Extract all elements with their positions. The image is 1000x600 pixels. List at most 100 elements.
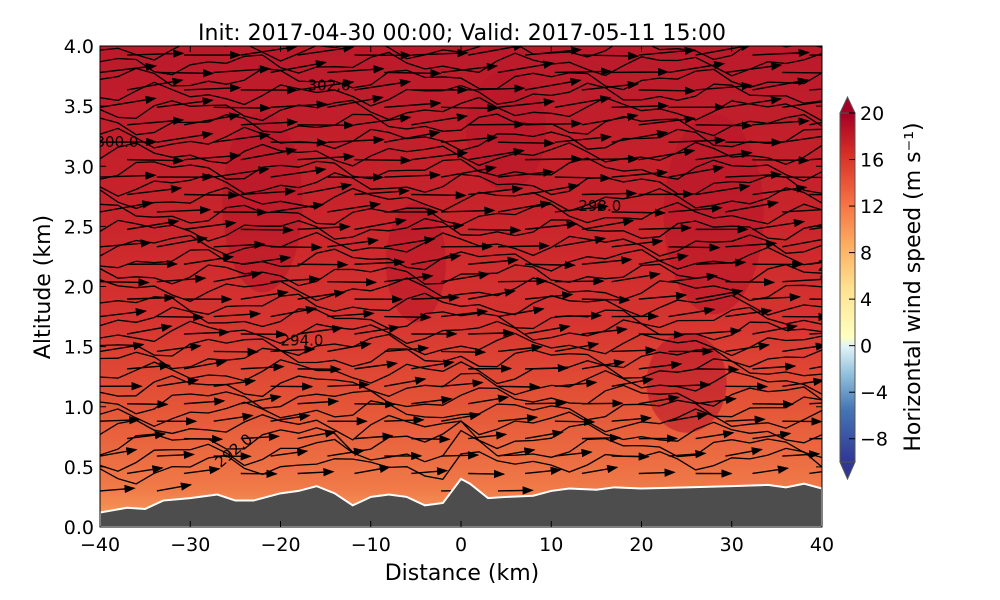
wind-vector-arrow: [327, 201, 382, 213]
wind-vector-arrow: [411, 149, 469, 161]
isentrope-contour: [100, 396, 822, 428]
wind-vector-arrow: [524, 323, 571, 335]
wind-vector-arrow: [127, 116, 185, 126]
wind-vector-arrow: [156, 235, 209, 248]
wind-vector-arrow: [297, 152, 355, 162]
wind-vector-arrow: [668, 204, 723, 213]
wind-vector-arrow: [497, 447, 536, 457]
wind-vector-arrow: [183, 358, 228, 370]
wind-vector-arrow: [468, 148, 525, 161]
wind-vector-arrow: [411, 467, 449, 476]
wind-vector-arrow: [441, 62, 499, 74]
wind-vector-arrow: [468, 256, 519, 265]
wind-vector-arrow: [668, 243, 721, 252]
wind-vector-arrow: [638, 223, 692, 233]
y-tick-label: 2.0: [64, 277, 94, 299]
wind-vector-arrow: [213, 412, 254, 422]
wind-vector-arrow: [183, 112, 241, 126]
wind-vector-arrow: [411, 48, 469, 58]
colorbar-tick-label: −8: [860, 429, 888, 451]
wind-vector-arrow: [126, 218, 180, 231]
wind-vector-arrow: [695, 288, 744, 300]
wind-vector-arrow: [297, 182, 353, 196]
wind-vector-arrow: [327, 278, 378, 287]
wind-vector-arrow: [468, 288, 517, 300]
wind-vector-arrow: [384, 344, 430, 353]
wind-vector-arrow: [611, 452, 650, 461]
wind-maximum-region: [646, 332, 727, 433]
y-tick-label: 0.5: [64, 457, 94, 479]
wind-vector-arrow: [809, 193, 822, 196]
wind-vector-arrow: [384, 376, 427, 387]
wind-vector-arrow: [581, 154, 640, 164]
y-tick-label: 0.0: [64, 517, 94, 539]
wind-vector-arrow: [354, 360, 399, 370]
wind-vector-arrow: [752, 323, 799, 335]
isentrope-contour: [100, 231, 822, 257]
colorbar-tick-label: 16: [860, 150, 884, 172]
colorbar-body: [839, 112, 856, 463]
wind-vector-arrow: [695, 430, 735, 440]
wind-vector-arrow: [468, 431, 508, 440]
wind-vector-arrow: [240, 147, 298, 161]
colorbar: 20 16 12 8 4 0 −4 −8 Horizontal wind speed (m s…: [839, 95, 926, 481]
wind-vector-arrow: [468, 328, 515, 338]
wind-maximum-region: [663, 114, 764, 315]
wind-vector-arrow: [638, 86, 697, 95]
wind-vector-arrow: [497, 486, 534, 495]
wind-vector-arrow: [638, 291, 688, 301]
wind-vector-arrow: [156, 450, 195, 460]
wind-vector-arrow: [100, 171, 157, 180]
wind-vector-arrow: [354, 187, 410, 196]
wind-vector-arrow: [384, 415, 425, 425]
wind-vector-arrow: [638, 253, 689, 265]
wind-vector-arrow: [668, 272, 718, 283]
wind-vector-arrow: [156, 130, 214, 143]
wind-vector-arrow: [638, 46, 696, 56]
wind-vector-arrow: [468, 84, 526, 93]
wind-vector-arrow: [497, 306, 545, 318]
wind-vector-arrow: [695, 395, 737, 405]
wind-vector-arrow: [411, 359, 455, 370]
wind-vector-arrow: [497, 414, 539, 423]
wind-vector-arrow: [725, 415, 766, 424]
wind-vector-arrow: [611, 414, 653, 423]
wind-vector-arrow: [270, 412, 311, 422]
wind-vector-arrow: [468, 185, 524, 196]
wind-vector-arrow: [297, 79, 355, 91]
wind-vector-arrow: [384, 312, 432, 322]
wind-vector-arrow: [100, 484, 136, 494]
wind-vector-arrow: [327, 380, 371, 390]
wind-vector-arrow: [240, 254, 292, 265]
wind-vector-arrow: [411, 191, 467, 200]
wind-vector-arrow: [752, 430, 792, 440]
wind-vector-arrow: [100, 415, 141, 425]
wind-vector-arrow: [782, 101, 822, 109]
wind-vector-arrow: [581, 433, 622, 443]
wind-vector-arrow: [126, 77, 184, 91]
wind-vector-arrow: [297, 365, 342, 374]
wind-vector-arrow: [441, 451, 480, 460]
wind-vector-arrow: [127, 156, 185, 165]
wind-vector-arrow: [611, 271, 661, 283]
wind-vector-arrow: [183, 219, 237, 231]
wind-vector-arrow: [441, 308, 489, 318]
wind-vector-arrow: [638, 360, 683, 370]
wind-vector-arrow: [752, 184, 808, 196]
wind-vector-arrow: [581, 189, 638, 198]
wind-vector-arrow: [183, 434, 224, 444]
wind-vector-arrow: [270, 345, 316, 354]
wind-vector-arrow: [638, 147, 696, 161]
wind-vector-arrow: [695, 258, 747, 267]
isentrope-contour: [100, 186, 822, 212]
wind-vector-arrow: [611, 130, 669, 143]
wind-vector-arrow: [213, 310, 262, 319]
contour-label: 300.0: [95, 133, 138, 151]
wind-vector-arrow: [725, 96, 783, 109]
wind-vector-arrow: [809, 88, 822, 91]
wind-vector-arrow: [524, 429, 564, 440]
wind-vector-arrow: [752, 48, 810, 58]
wind-vector-arrow: [327, 135, 385, 145]
